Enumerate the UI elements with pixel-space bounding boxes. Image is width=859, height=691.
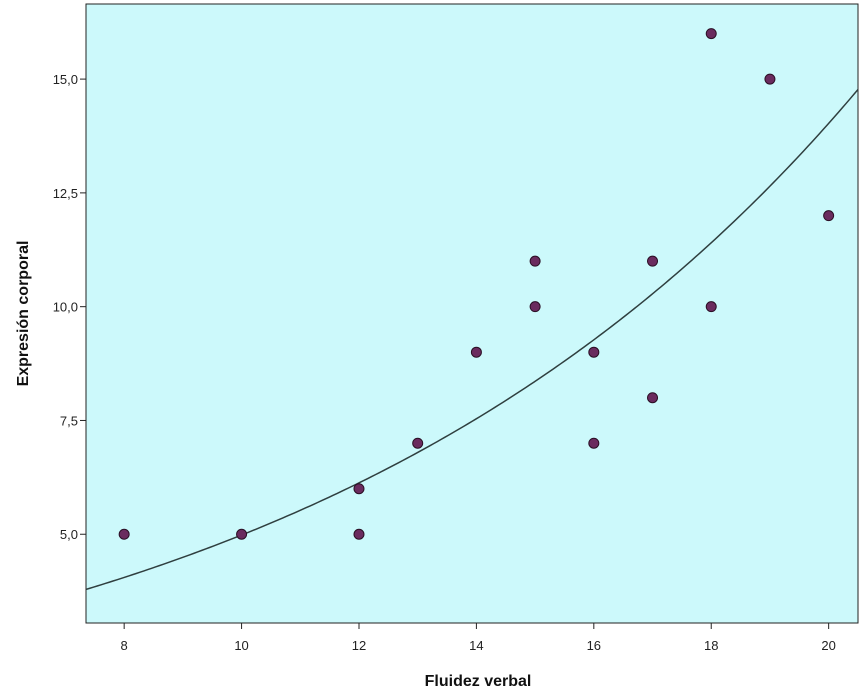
data-point	[647, 392, 659, 404]
x-tick-label: 20	[821, 638, 835, 653]
y-tick-label: 10,0	[53, 300, 78, 315]
data-point	[529, 255, 541, 267]
data-point	[353, 528, 365, 540]
y-axis-title: Expresión corporal	[15, 241, 32, 387]
x-tick-label: 18	[704, 638, 718, 653]
data-point	[823, 210, 835, 222]
data-point	[353, 483, 365, 495]
data-point	[705, 28, 717, 40]
data-point	[529, 301, 541, 313]
data-point	[705, 301, 717, 313]
y-tick-label: 15,0	[53, 72, 78, 87]
data-point	[412, 437, 424, 449]
data-point	[647, 255, 659, 267]
x-tick-label: 12	[352, 638, 366, 653]
y-tick-label: 12,5	[53, 186, 78, 201]
data-point	[470, 346, 482, 358]
fit-curve	[86, 88, 858, 591]
data-point	[236, 528, 248, 540]
x-tick-label: 14	[469, 638, 483, 653]
y-tick-label: 5,0	[60, 527, 78, 542]
y-tick-label: 7,5	[60, 413, 78, 428]
data-point	[118, 528, 130, 540]
data-points-layer	[118, 28, 835, 540]
x-axis-title: Fluidez verbal	[425, 673, 532, 690]
x-tick-label: 10	[234, 638, 248, 653]
plot-area	[85, 3, 859, 624]
x-tick-label: 16	[587, 638, 601, 653]
data-point	[764, 73, 776, 85]
axes: 8 10 12 14 16 18 20 5,0 7,5 10,0 12,5 15,0	[53, 72, 836, 653]
data-point	[588, 346, 600, 358]
x-tick-label: 8	[121, 638, 128, 653]
data-point	[588, 437, 600, 449]
fit-curve-layer	[86, 88, 858, 591]
